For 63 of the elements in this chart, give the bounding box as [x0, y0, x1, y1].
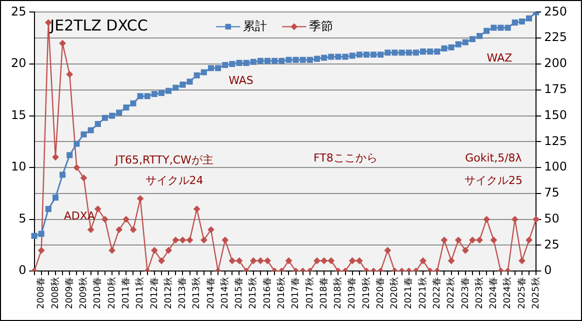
legend-label: 累計 [243, 18, 268, 33]
y2-tick-label: 75 [544, 186, 560, 200]
y2-tick-label: 200 [544, 56, 567, 70]
x-tick-label: 2008春 [36, 277, 47, 309]
x-tick-label: 2012春 [148, 277, 160, 309]
x-tick-label: 2011秋 [134, 277, 146, 309]
x-tick-label: 2016秋 [276, 277, 287, 309]
legend-label: 季節 [309, 18, 334, 33]
x-tick-label: 2022春 [431, 277, 442, 309]
annotation: FT8ここから [313, 152, 378, 165]
x-tick-label: 2019春 [346, 277, 358, 309]
y-tick-label: 10 [10, 160, 26, 174]
x-tick-label: 2009秋 [78, 277, 90, 309]
annotation: Gokit,5/8λ [465, 152, 522, 165]
chart-title: JE2TLZ DXCC [49, 16, 148, 35]
x-tick-label: 2014秋 [219, 277, 230, 309]
x-tick-label: 2014春 [205, 277, 216, 309]
x-tick-label: 2015春 [234, 277, 245, 309]
x-tick-label: 2016春 [262, 277, 273, 309]
x-tick-label: 2024秋 [502, 277, 514, 309]
x-tick-label: 2015秋 [248, 277, 259, 309]
x-tick-label: 2021秋 [417, 277, 428, 309]
x-tick-label: 2018春 [318, 277, 330, 309]
y2-tick-label: 150 [544, 108, 567, 122]
y2-tick-label: 125 [544, 134, 567, 148]
annotation: JT65,RTTY,CWが主 [114, 154, 214, 167]
y2-tick-label: 175 [544, 82, 567, 96]
annotation: サイクル25 [464, 174, 522, 188]
x-tick-label: 2017秋 [304, 277, 316, 309]
y2-tick-label: 50 [544, 211, 560, 226]
x-tick-label: 2012秋 [162, 277, 174, 309]
y-tick-label: 5 [18, 211, 26, 226]
x-tick-label: 2018秋 [332, 277, 344, 309]
y2-tick-label: 250 [544, 4, 567, 18]
x-tick-label: 2011春 [120, 277, 132, 309]
y2-tick-label: 25 [544, 237, 560, 252]
x-tick-label: 2020春 [374, 277, 386, 309]
x-tick-label: 2017春 [290, 277, 302, 309]
x-tick-label: 2022秋 [446, 277, 457, 309]
x-tick-label: 2009春 [64, 277, 75, 309]
x-tick-label: 2020秋 [389, 277, 400, 309]
y2-tick-label: 100 [544, 160, 567, 174]
x-tick-label: 2025秋 [530, 277, 542, 309]
x-tick-label: 2013秋 [191, 277, 202, 309]
x-tick-label: 2013春 [177, 277, 188, 309]
x-tick-label: 2010秋 [106, 277, 118, 309]
x-tick-label: 2024春 [488, 277, 500, 309]
annotation: サイクル24 [145, 174, 204, 188]
y-tick-label: 15 [10, 108, 26, 122]
x-tick-label: 2019秋 [360, 277, 372, 309]
x-tick-label: 2008秋 [50, 277, 61, 309]
y2-tick-label: 225 [544, 30, 567, 44]
y2-tick-label: 0 [544, 263, 552, 278]
x-tick-label: 2010春 [92, 277, 104, 309]
x-tick-label: 2023春 [460, 277, 471, 309]
x-tick-label: 2025春 [516, 277, 528, 309]
x-tick-label: 2023秋 [474, 277, 485, 309]
y-tick-label: 0 [18, 263, 26, 278]
annotation: WAS [228, 74, 254, 88]
y-tick-label: 25 [10, 4, 26, 18]
y-tick-label: 20 [10, 56, 26, 70]
annotation: WAZ [486, 51, 513, 64]
x-tick-label: 2021春 [403, 277, 414, 309]
